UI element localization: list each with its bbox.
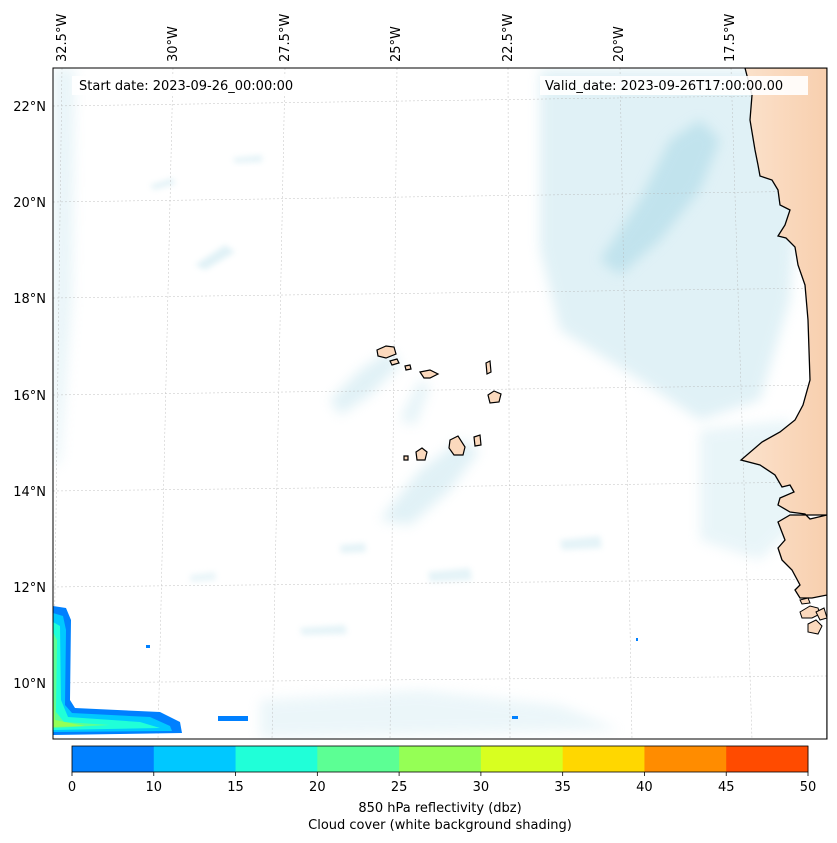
colorbar xyxy=(72,746,809,772)
lat-label: 16°N xyxy=(13,389,46,404)
reflectivity-shading xyxy=(53,606,638,735)
west-africa-landmass xyxy=(739,68,827,739)
lat-label: 12°N xyxy=(13,581,46,596)
colorbar-tick-label: 40 xyxy=(636,780,653,795)
valid-date-label: Valid_date: 2023-09-26T17:00:00.00 xyxy=(545,79,783,94)
colorbar-segment xyxy=(480,746,564,772)
graticule xyxy=(53,68,827,739)
lat-label: 10°N xyxy=(13,677,46,692)
colorbar-tick-label: 30 xyxy=(473,780,490,795)
lon-label: 20°W xyxy=(612,26,627,62)
latitude-labels: 22°N 20°N 18°N 16°N 14°N 12°N 10°N xyxy=(13,100,46,692)
bissagos-islands xyxy=(799,597,827,635)
colorbar-segment xyxy=(235,746,318,772)
colorbar-segment xyxy=(726,746,809,772)
colorbar-segment xyxy=(399,746,482,772)
colorbar-segment xyxy=(153,746,237,772)
colorbar-tick-label: 10 xyxy=(146,780,163,795)
lon-label: 25°W xyxy=(389,26,404,62)
lat-label: 20°N xyxy=(13,196,46,211)
valid-date-box xyxy=(540,76,808,95)
colorbar-tick-label: 15 xyxy=(227,780,244,795)
longitude-labels: 32.5°W 30°W 27.5°W 25°W 22.5°W 20°W 17.5… xyxy=(55,14,738,62)
lon-label: 30°W xyxy=(166,26,181,62)
colorbar-segment xyxy=(317,746,400,772)
lat-label: 14°N xyxy=(13,485,46,500)
cape-verde-islands xyxy=(376,345,502,461)
lon-label: 22.5°W xyxy=(501,14,516,62)
colorbar-sublabel: Cloud cover (white background shading) xyxy=(308,818,572,833)
colorbar-label: 850 hPa reflectivity (dbz) xyxy=(358,801,522,816)
lon-label: 27.5°W xyxy=(278,14,293,62)
colorbar-tick-label: 45 xyxy=(718,780,735,795)
map-frame xyxy=(52,67,828,740)
cloud-cover-shading xyxy=(53,68,800,738)
lon-label: 32.5°W xyxy=(55,14,70,62)
start-date-box xyxy=(72,76,312,95)
colorbar-segment xyxy=(644,746,727,772)
colorbar-tick-label: 50 xyxy=(800,780,817,795)
colorbar-tick-label: 25 xyxy=(391,780,408,795)
lat-label: 22°N xyxy=(13,100,46,115)
lon-label: 17.5°W xyxy=(723,14,738,62)
start-date-label: Start date: 2023-09-26_00:00:00 xyxy=(79,79,293,94)
colorbar-frame xyxy=(71,745,809,773)
colorbar-tick-label: 0 xyxy=(68,780,76,795)
colorbar-segment xyxy=(562,746,645,772)
lat-label: 18°N xyxy=(13,292,46,307)
colorbar-ticks: 0 10 15 20 25 30 35 40 45 50 xyxy=(68,772,816,795)
colorbar-tick-label: 35 xyxy=(554,780,571,795)
colorbar-segment xyxy=(72,746,155,772)
colorbar-tick-label: 20 xyxy=(309,780,326,795)
